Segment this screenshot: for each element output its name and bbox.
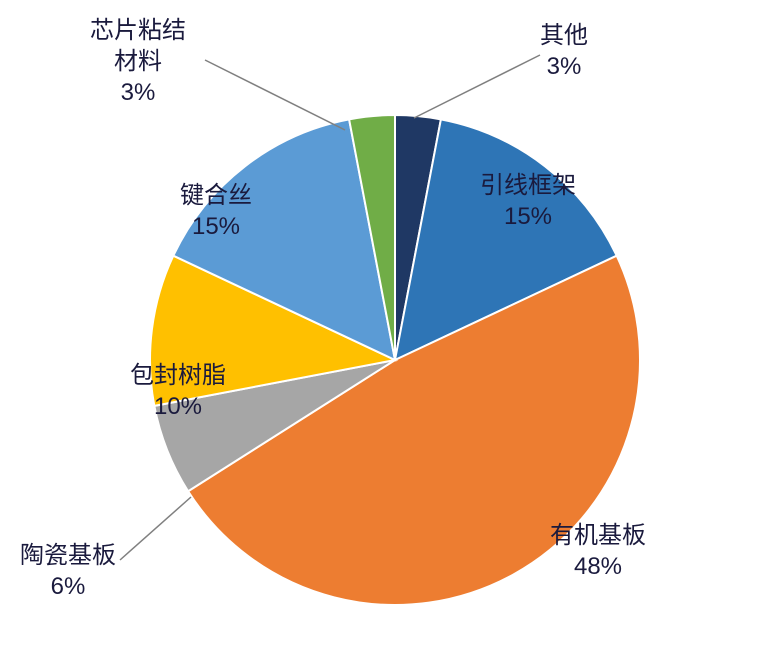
slice-label-text: 陶瓷基板 (20, 540, 116, 571)
leader-line (120, 497, 191, 560)
slice-label-percent: 3% (90, 77, 186, 108)
slice-label-text: 包封树脂 (130, 360, 226, 391)
slice-label-text: 有机基板 (550, 520, 646, 551)
slice-label: 有机基板48% (550, 520, 646, 582)
slice-label: 芯片粘结材料3% (90, 15, 186, 109)
slice-label-percent: 3% (540, 51, 588, 82)
slice-label-percent: 15% (480, 201, 576, 232)
slice-label-text: 键合丝 (180, 180, 252, 211)
slice-label-text: 芯片粘结 (90, 15, 186, 46)
slice-label-text: 引线框架 (480, 170, 576, 201)
leader-line (414, 55, 540, 118)
slice-label-percent: 15% (180, 211, 252, 242)
slice-label: 键合丝15% (180, 180, 252, 242)
slice-label-percent: 6% (20, 571, 116, 602)
slice-label: 引线框架15% (480, 170, 576, 232)
slice-label-text: 其他 (540, 20, 588, 51)
slice-label-percent: 10% (130, 391, 226, 422)
slice-label-text: 材料 (90, 46, 186, 77)
slice-label: 其他3% (540, 20, 588, 82)
slice-label: 陶瓷基板6% (20, 540, 116, 602)
pie-chart-container: 其他3%引线框架15%有机基板48%陶瓷基板6%包封树脂10%键合丝15%芯片粘… (0, 0, 758, 661)
slice-label-percent: 48% (550, 551, 646, 582)
leader-line (205, 60, 345, 130)
slice-label: 包封树脂10% (130, 360, 226, 422)
